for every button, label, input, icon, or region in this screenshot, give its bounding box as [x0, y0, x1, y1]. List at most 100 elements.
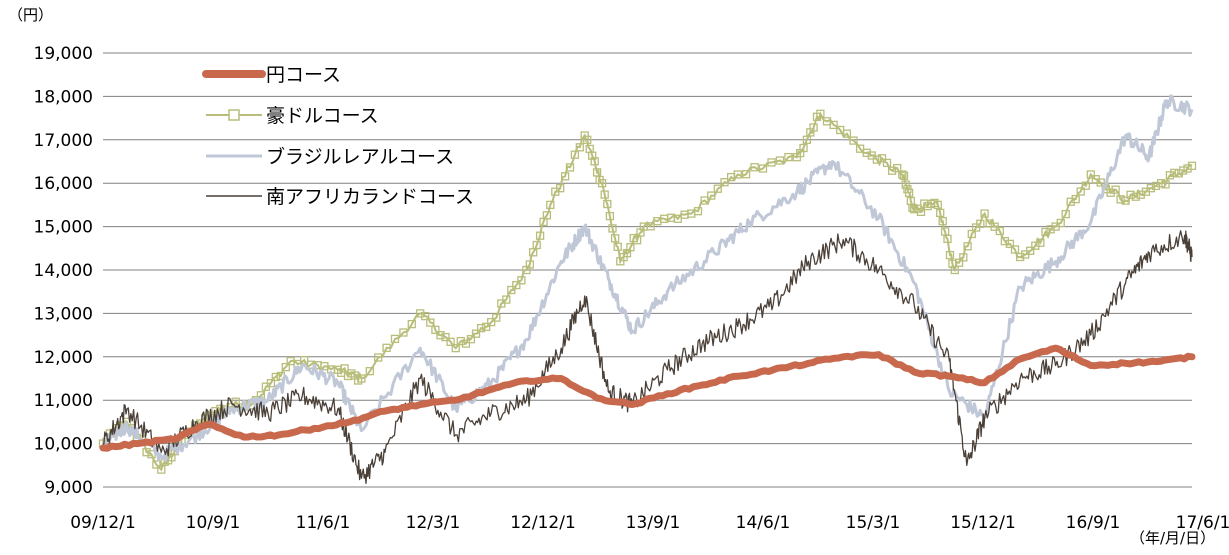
series-marker — [1076, 187, 1085, 196]
series-marker — [1161, 180, 1170, 189]
series-marker — [862, 148, 871, 157]
legend-label-zar: 南アフリカランドコース — [266, 186, 474, 208]
series-marker — [767, 158, 776, 167]
series-marker — [842, 129, 852, 138]
series-marker — [271, 372, 280, 382]
series-marker — [451, 343, 460, 353]
series-marker — [893, 163, 902, 173]
series-marker — [407, 319, 416, 329]
x-tick-label: 12/3/1 — [406, 513, 461, 533]
series-marker — [898, 170, 907, 179]
series-marker — [963, 242, 972, 251]
series-marker — [1026, 246, 1035, 255]
series-marker — [556, 184, 565, 193]
series-marker — [816, 109, 825, 118]
series-marker — [1111, 185, 1120, 194]
series-0 — [99, 344, 1196, 452]
y-unit-label: （円） — [8, 6, 53, 24]
y-tick-label: 14,000 — [34, 261, 93, 281]
series-marker — [877, 154, 887, 163]
series-marker — [416, 309, 425, 318]
series-marker — [646, 222, 655, 231]
x-tick-label: 12/12/1 — [510, 513, 576, 533]
series-marker — [1010, 245, 1020, 254]
series-lines — [98, 94, 1197, 484]
series-marker — [1121, 196, 1130, 205]
series-marker — [426, 318, 435, 327]
series-marker — [436, 331, 445, 340]
legend-label-brl: ブラジルレアルコース — [266, 145, 454, 168]
series-marker — [600, 190, 609, 199]
legend-label-aud: 豪ドルコース — [266, 105, 379, 127]
series-marker — [1005, 239, 1015, 249]
series-marker — [626, 243, 635, 252]
series-marker — [980, 209, 989, 218]
series-marker — [1071, 194, 1080, 204]
series-line — [102, 94, 1194, 462]
series-marker — [758, 164, 768, 173]
series-line — [102, 230, 1193, 484]
y-tick-label: 16,000 — [34, 174, 93, 194]
series-marker — [487, 317, 496, 327]
series-marker — [466, 335, 476, 344]
series-marker — [583, 135, 592, 144]
series-marker — [950, 265, 959, 275]
series-marker — [517, 276, 526, 285]
series-marker — [266, 379, 276, 388]
series-marker — [374, 353, 383, 362]
y-tick-label: 10,000 — [34, 435, 93, 455]
series-marker — [532, 240, 541, 250]
series-marker — [750, 163, 759, 172]
series-marker — [1131, 192, 1140, 201]
legend-item-brl: ブラジルレアルコース — [206, 145, 454, 168]
x-tick-label: 09/12/1 — [70, 513, 136, 533]
series-marker — [1165, 171, 1175, 180]
x-unit-label: （年/月/日） — [1130, 529, 1215, 547]
series-marker — [933, 200, 942, 210]
series-marker — [775, 156, 785, 165]
series-marker — [899, 171, 909, 180]
legend-marker-aud — [228, 109, 240, 121]
series-marker — [784, 152, 793, 162]
series-marker — [546, 200, 555, 210]
series-marker — [954, 258, 964, 267]
series-marker — [901, 180, 910, 189]
series-marker — [1081, 181, 1090, 190]
series-marker — [936, 208, 945, 218]
series-marker — [1056, 218, 1065, 228]
series-marker — [908, 203, 917, 212]
series-marker — [990, 222, 999, 231]
series-marker — [829, 120, 838, 130]
series-marker — [887, 166, 897, 175]
x-tick-label: 11/6/1 — [296, 513, 351, 533]
series-marker — [713, 184, 722, 193]
series-marker — [382, 343, 391, 352]
series-3 — [102, 230, 1193, 484]
series-marker — [1187, 161, 1197, 170]
series-marker — [916, 207, 926, 217]
series-marker — [590, 157, 599, 166]
series-marker — [456, 336, 465, 346]
x-tick-label: 15/3/1 — [846, 513, 901, 533]
legend-item-zar: 南アフリカランドコース — [206, 186, 474, 208]
series-marker — [597, 179, 607, 188]
series-marker — [446, 337, 455, 346]
legend-item-yen: 円コース — [202, 64, 341, 86]
series-marker — [1183, 164, 1192, 173]
series-marker — [399, 328, 408, 337]
series-marker — [608, 224, 617, 233]
series-marker — [938, 217, 947, 226]
series-marker — [733, 170, 742, 179]
x-tick-label: 10/9/1 — [186, 513, 241, 533]
series-marker — [1066, 197, 1075, 206]
series-marker — [1116, 195, 1125, 204]
series-marker — [872, 155, 882, 164]
series-marker — [720, 178, 729, 187]
series-marker — [542, 211, 552, 220]
series-marker — [967, 229, 976, 239]
x-tick-label: 17/6/1 — [1176, 513, 1229, 533]
y-tick-label: 19,000 — [34, 44, 93, 64]
x-tick-label: 15/12/1 — [950, 513, 1016, 533]
x-tick-label: 14/6/1 — [736, 513, 791, 533]
y-tick-label: 9,000 — [44, 478, 93, 498]
